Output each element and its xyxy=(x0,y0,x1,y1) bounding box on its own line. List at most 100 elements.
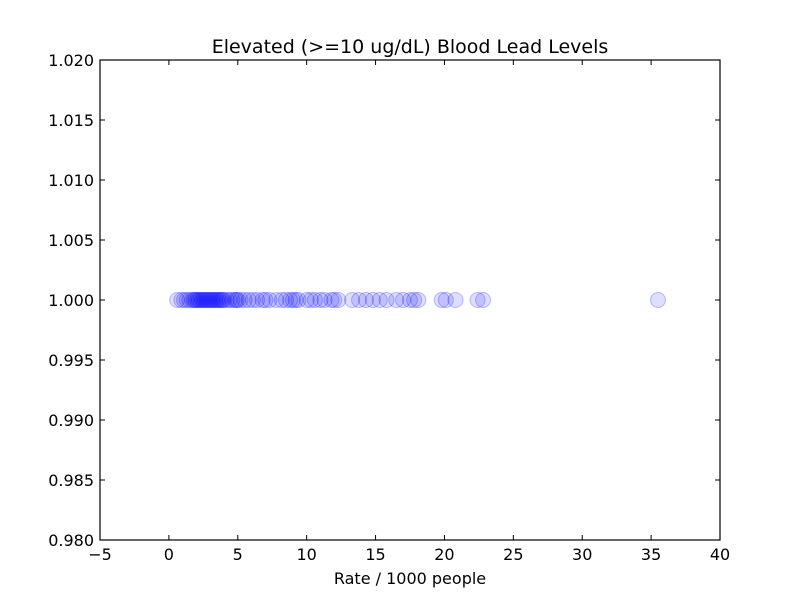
data-point xyxy=(257,292,274,308)
data-point xyxy=(433,292,450,308)
data-point xyxy=(224,292,241,308)
x-tick-label: 0 xyxy=(164,545,174,564)
x-tick-label: 20 xyxy=(434,545,454,564)
data-point xyxy=(312,292,329,308)
data-point xyxy=(240,292,257,308)
data-point xyxy=(227,292,244,308)
data-point xyxy=(191,292,208,308)
data-point xyxy=(187,292,204,308)
data-point xyxy=(284,292,301,308)
data-point xyxy=(371,292,388,308)
data-point xyxy=(278,292,294,308)
y-tick-label: 1.000 xyxy=(48,291,94,310)
data-point xyxy=(200,292,217,308)
data-point xyxy=(437,292,454,308)
data-point xyxy=(244,292,261,308)
data-point xyxy=(199,292,216,308)
data-point xyxy=(196,292,213,308)
data-point xyxy=(357,292,374,308)
chart-title: Elevated (>=10 ug/dL) Blood Lead Levels xyxy=(212,36,609,58)
data-point xyxy=(185,292,202,308)
plot-frame xyxy=(99,59,721,541)
y-tick-label: 1.010 xyxy=(48,171,94,190)
data-point xyxy=(210,292,227,308)
data-point xyxy=(254,292,271,308)
data-point xyxy=(287,292,304,308)
data-point xyxy=(388,292,405,308)
y-tick-label: 0.980 xyxy=(48,531,94,550)
x-tick-label: 35 xyxy=(641,545,661,564)
data-point xyxy=(207,292,224,308)
data-point xyxy=(410,292,427,308)
x-tick-label: −5 xyxy=(88,545,112,564)
data-point xyxy=(364,292,381,308)
data-point xyxy=(228,292,245,308)
data-point xyxy=(176,292,193,308)
y-tick-label: 0.990 xyxy=(48,411,94,430)
y-tick-label: 1.020 xyxy=(48,51,94,70)
data-point xyxy=(195,292,212,308)
data-point xyxy=(330,292,347,308)
data-point xyxy=(232,292,249,308)
x-tick-label: 25 xyxy=(503,545,523,564)
y-tick-label: 0.995 xyxy=(48,351,94,370)
data-point xyxy=(173,292,190,308)
data-point xyxy=(189,292,206,308)
data-point xyxy=(178,292,195,308)
data-point xyxy=(344,292,361,308)
data-point xyxy=(402,292,418,308)
data-point xyxy=(211,292,228,308)
data-point xyxy=(193,292,210,308)
data-point xyxy=(204,292,221,308)
data-point xyxy=(249,292,266,308)
data-point xyxy=(221,292,238,308)
x-tick-label: 40 xyxy=(710,545,730,564)
axis-ticks: −5 0 5 10 15 20 25 30 35 40 0.980 0.985 0.990 0.995 1.… xyxy=(48,51,730,564)
data-point xyxy=(169,292,186,308)
x-axis-label: Rate / 1000 people xyxy=(334,569,486,588)
data-point xyxy=(214,292,231,308)
x-tick-label: 30 xyxy=(572,545,592,564)
data-point xyxy=(290,292,307,308)
data-point xyxy=(236,292,253,308)
data-point xyxy=(306,292,323,308)
x-tick-label: 5 xyxy=(233,545,243,564)
data-point xyxy=(273,292,290,308)
data-point xyxy=(447,292,464,308)
data-point xyxy=(218,292,235,308)
data-point xyxy=(282,292,299,308)
y-tick-label: 0.985 xyxy=(48,471,94,490)
data-point xyxy=(213,292,230,308)
data-point xyxy=(181,292,198,308)
y-tick-label: 1.005 xyxy=(48,231,94,250)
data-point xyxy=(216,292,232,308)
data-point xyxy=(184,292,201,308)
data-point xyxy=(351,292,368,308)
data-points xyxy=(169,292,666,308)
data-point xyxy=(188,292,205,308)
data-point xyxy=(302,292,319,308)
data-point xyxy=(209,292,226,308)
data-point xyxy=(206,292,223,308)
data-point xyxy=(469,292,486,308)
data-point xyxy=(229,292,246,308)
data-point xyxy=(316,292,333,308)
data-point xyxy=(378,292,395,308)
data-point xyxy=(268,292,285,308)
data-point xyxy=(323,292,340,308)
data-point xyxy=(650,292,666,308)
data-point xyxy=(198,292,215,308)
data-point xyxy=(475,292,492,308)
data-point xyxy=(395,292,412,308)
y-tick-label: 1.015 xyxy=(48,111,94,130)
data-point xyxy=(202,292,219,308)
x-tick-label: 15 xyxy=(365,545,385,564)
data-point xyxy=(261,292,278,308)
data-point xyxy=(192,292,209,308)
data-point xyxy=(298,292,315,308)
data-point xyxy=(203,292,220,308)
data-point xyxy=(406,292,423,308)
data-point xyxy=(326,292,343,308)
